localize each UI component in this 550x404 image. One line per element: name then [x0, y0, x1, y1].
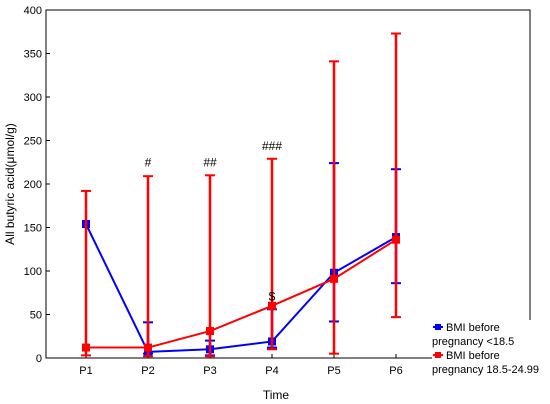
series-layer [81, 32, 401, 358]
y-axis-ticks: 0 50 100 150 200 250 300 350 400 [24, 5, 50, 365]
y-tick-label: 250 [24, 136, 42, 148]
data-point [144, 343, 152, 352]
series-line [86, 238, 397, 349]
y-tick-label: 350 [24, 49, 42, 61]
data-point [268, 301, 276, 310]
significance-annotation: ### [262, 139, 282, 153]
series-line [85, 223, 397, 353]
significance-annotation: ## [203, 156, 217, 170]
legend-marker-2 [435, 352, 441, 358]
x-tick-label-p1: P1 [79, 365, 92, 377]
significance-annotation: # [145, 156, 152, 170]
x-tick-label-p6: P6 [389, 365, 402, 377]
significance-annotation: $ [269, 290, 276, 304]
x-axis-ticks: P1 P2 P3 P4 P5 P6 [79, 354, 403, 377]
data-point [206, 327, 214, 336]
legend-entry-series-2: BMI before pregnancy 18.5-24.99 [432, 350, 539, 376]
y-tick-label: 150 [24, 223, 42, 235]
series-2 [81, 32, 401, 358]
legend-label-1a: BMI before [446, 322, 500, 334]
y-tick-label: 400 [24, 5, 42, 17]
x-tick-label-p2: P2 [141, 365, 154, 377]
x-tick-label-p5: P5 [327, 365, 340, 377]
y-axis-title: All butyric acid(μmol/g) [3, 123, 17, 245]
y-tick-label: 300 [24, 92, 42, 104]
data-point [392, 235, 400, 244]
data-point [82, 343, 90, 352]
legend-label-2b: pregnancy 18.5-24.99 [432, 364, 539, 376]
x-axis-title: Time [263, 388, 290, 402]
legend-label-1b: pregnancy <18.5 [432, 336, 514, 348]
y-tick-label: 0 [36, 353, 42, 365]
y-tick-label: 50 [30, 310, 42, 322]
x-tick-label-p4: P4 [265, 365, 278, 377]
plot-area [45, 9, 531, 359]
legend-marker-1 [435, 324, 441, 330]
legend-label-2a: BMI before [446, 350, 500, 362]
legend-entry-series-1: BMI before pregnancy <18.5 [432, 322, 514, 348]
annotations: # #####$ [145, 139, 283, 304]
y-tick-label: 200 [24, 179, 42, 191]
x-tick-label-p3: P3 [203, 365, 216, 377]
data-point [330, 274, 338, 283]
legend: BMI before pregnancy <18.5 BMI before pr… [432, 320, 548, 382]
y-tick-label: 100 [24, 266, 42, 278]
